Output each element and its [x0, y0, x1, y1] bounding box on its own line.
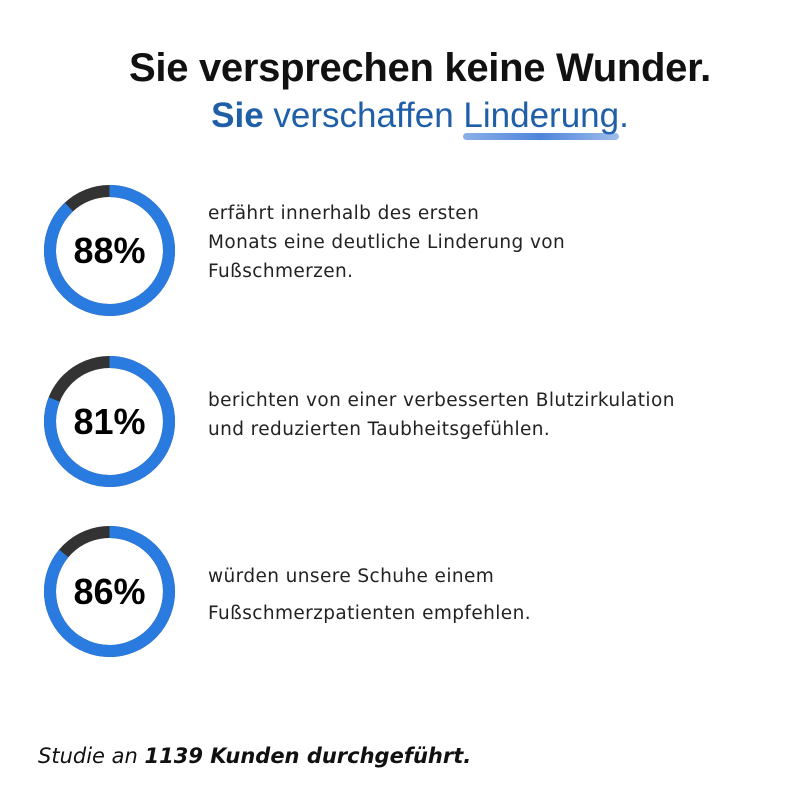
stat-item-3: 86% würden unsere Schuhe einem Fußschmer…	[42, 524, 782, 659]
stat-percent-1: 88%	[73, 229, 146, 271]
stat-description-3: würden unsere Schuhe einem Fußschmerzpat…	[208, 562, 531, 628]
footer-bold: 1139 Kunden durchgeführt.	[144, 744, 472, 768]
stat-percent-3: 86%	[73, 570, 146, 612]
stat-description-2: berichten von einer verbesserten Blutzir…	[208, 386, 675, 444]
brush-underline	[463, 133, 620, 140]
stat-3-line-2: Fußschmerzpatienten empfehlen.	[208, 603, 531, 624]
progress-ring-2: 81%	[42, 354, 177, 489]
subtitle-highlight: Linderung	[463, 94, 620, 140]
headline-subtitle: Sie verschaffen Linderung.	[0, 94, 800, 140]
progress-ring-3: 86%	[42, 524, 177, 659]
stat-1-line-1: erfährt innerhalb des ersten	[208, 203, 480, 224]
stat-3-line-1: würden unsere Schuhe einem	[208, 566, 495, 587]
subtitle-sie: Sie	[211, 96, 264, 135]
headline: Sie versprechen keine Wunder. Sie versch…	[0, 44, 800, 140]
stat-item-2: 81% berichten von einer verbesserten Blu…	[42, 354, 782, 489]
subtitle-middle: verschaffen	[263, 96, 464, 135]
stat-1-line-3: Fußschmerzen.	[208, 261, 354, 282]
ring-progress-2	[44, 356, 175, 487]
ring-progress-3	[44, 526, 175, 657]
progress-ring-svg-2	[44, 356, 175, 487]
footer-prefix: Studie an	[38, 744, 145, 768]
subtitle-suffix: .	[619, 96, 629, 135]
progress-ring-1: 88%	[42, 183, 177, 318]
stat-2-line-2: und reduzierten Taubheitsgefühlen.	[208, 419, 551, 440]
subtitle-highlight-text: Linderung	[463, 96, 620, 135]
stat-item-1: 88% erfährt innerhalb des ersten Monats …	[42, 183, 782, 318]
stat-percent-2: 81%	[73, 400, 146, 442]
study-footer: Studie an 1139 Kunden durchgeführt.	[38, 744, 471, 768]
stat-description-1: erfährt innerhalb des ersten Monats eine…	[208, 199, 565, 286]
progress-ring-svg-3	[44, 526, 175, 657]
stat-1-line-2: Monats eine deutliche Linderung von	[208, 232, 566, 253]
progress-ring-svg-1	[44, 185, 175, 316]
stat-2-line-1: berichten von einer verbesserten Blutzir…	[208, 390, 675, 411]
ring-progress-1	[44, 185, 175, 316]
headline-title: Sie versprechen keine Wunder.	[129, 46, 711, 90]
